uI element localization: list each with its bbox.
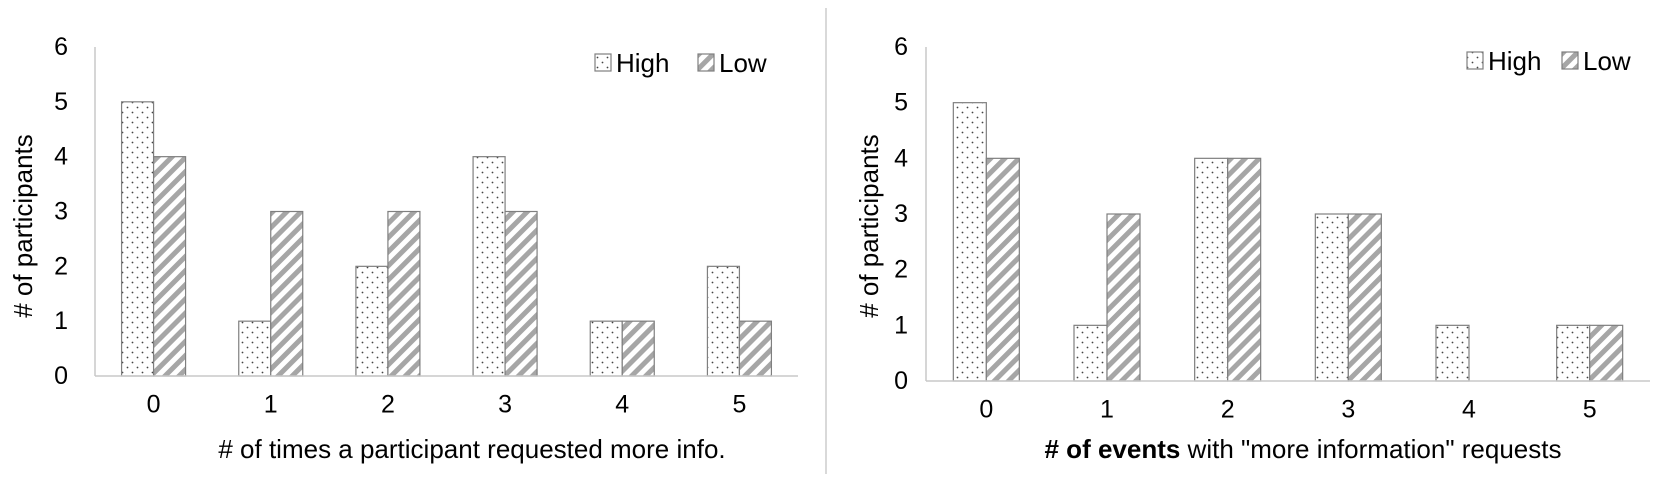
bar-low-5 [738,320,773,377]
bar-high-4 [589,320,623,377]
x-tick-label: 2 [381,391,395,419]
legend-label-low: Low [1583,46,1631,76]
bar-high-5 [1556,324,1591,382]
x-tick-label: 3 [498,391,512,419]
legend-label-low: Low [719,48,767,78]
y-tick-label: 2 [54,252,68,280]
chart-left-y-axis-label: # of participants [8,134,38,318]
bar-high-5 [706,265,741,377]
x-tick-label: 5 [732,391,746,419]
chart-right-x-axis-label-bold: # of events [1045,434,1181,464]
bar-low-1 [270,210,304,377]
bar-low-3 [1347,213,1382,382]
x-tick-label: 0 [147,391,161,419]
chart-left: 0 1 2 3 4 5 6 0 1 2 3 4 5 High Low # of participant… [8,33,798,464]
y-tick-label: 5 [894,89,908,117]
bar-low-1 [1106,213,1141,382]
legend-label-high: High [616,48,669,78]
y-tick-label: 4 [54,143,68,171]
bar-low-2 [387,210,421,377]
x-tick-label: 1 [264,391,278,419]
y-tick-label: 3 [894,200,908,228]
bar-low-2 [1227,157,1262,382]
x-tick-label: 5 [1583,396,1597,424]
chart-right-x-axis-label: # of events with "more information" requ… [1045,434,1562,464]
bar-high-1 [238,320,272,377]
legend-swatch-low [1561,51,1579,70]
x-tick-label: 4 [1462,396,1476,424]
x-tick-label: 2 [1221,396,1235,424]
bar-low-4 [621,320,655,377]
chart-right-y-axis-label: # of participants [854,134,884,318]
chart-right-bars [952,102,1624,382]
bar-high-1 [1073,324,1108,382]
chart-left-legend: High Low [594,48,767,78]
y-tick-label: 5 [54,88,68,116]
chart-right-xtick-labels: 0 1 2 3 4 5 [979,396,1596,424]
bar-low-0 [152,156,187,377]
y-tick-label: 1 [894,311,908,339]
chart-left-bars [120,101,773,377]
legend-swatch-high [594,53,612,72]
y-tick-label: 6 [894,33,908,61]
legend-label-high: High [1488,46,1541,76]
bar-high-2 [355,265,389,377]
chart-right-x-axis-label-rest: with "more information" requests [1180,434,1561,464]
y-tick-label: 3 [54,198,68,226]
y-tick-label: 1 [54,307,68,335]
chart-right: 0 1 2 3 4 5 6 0 1 2 3 4 5 High Low # of participant… [854,33,1650,464]
bar-high-3 [472,156,506,377]
legend-swatch-high [1466,51,1484,70]
legend-swatch-low [697,53,715,72]
x-tick-label: 0 [979,396,993,424]
bar-high-0 [952,102,987,382]
bar-high-4 [1435,324,1470,382]
bar-low-0 [985,157,1020,382]
bar-high-2 [1194,157,1229,382]
chart-left-ytick-labels: 0 1 2 3 4 5 6 [54,33,68,390]
x-tick-label: 1 [1100,396,1114,424]
bar-high-3 [1314,213,1349,382]
chart-right-legend: High Low [1466,46,1631,76]
bar-high-0 [120,101,155,377]
y-tick-label: 4 [894,144,908,172]
bar-low-3 [504,210,538,377]
chart-right-ytick-labels: 0 1 2 3 4 5 6 [894,33,908,395]
chart-left-x-axis-label: # of times a participant requested more … [218,434,725,464]
bar-low-5 [1589,324,1624,382]
x-tick-label: 3 [1341,396,1355,424]
y-tick-label: 0 [54,362,68,390]
x-tick-label: 4 [615,391,629,419]
y-tick-label: 0 [894,367,908,395]
chart-left-xtick-labels: 0 1 2 3 4 5 [147,391,747,419]
y-tick-label: 2 [894,256,908,284]
y-tick-label: 6 [54,33,68,61]
